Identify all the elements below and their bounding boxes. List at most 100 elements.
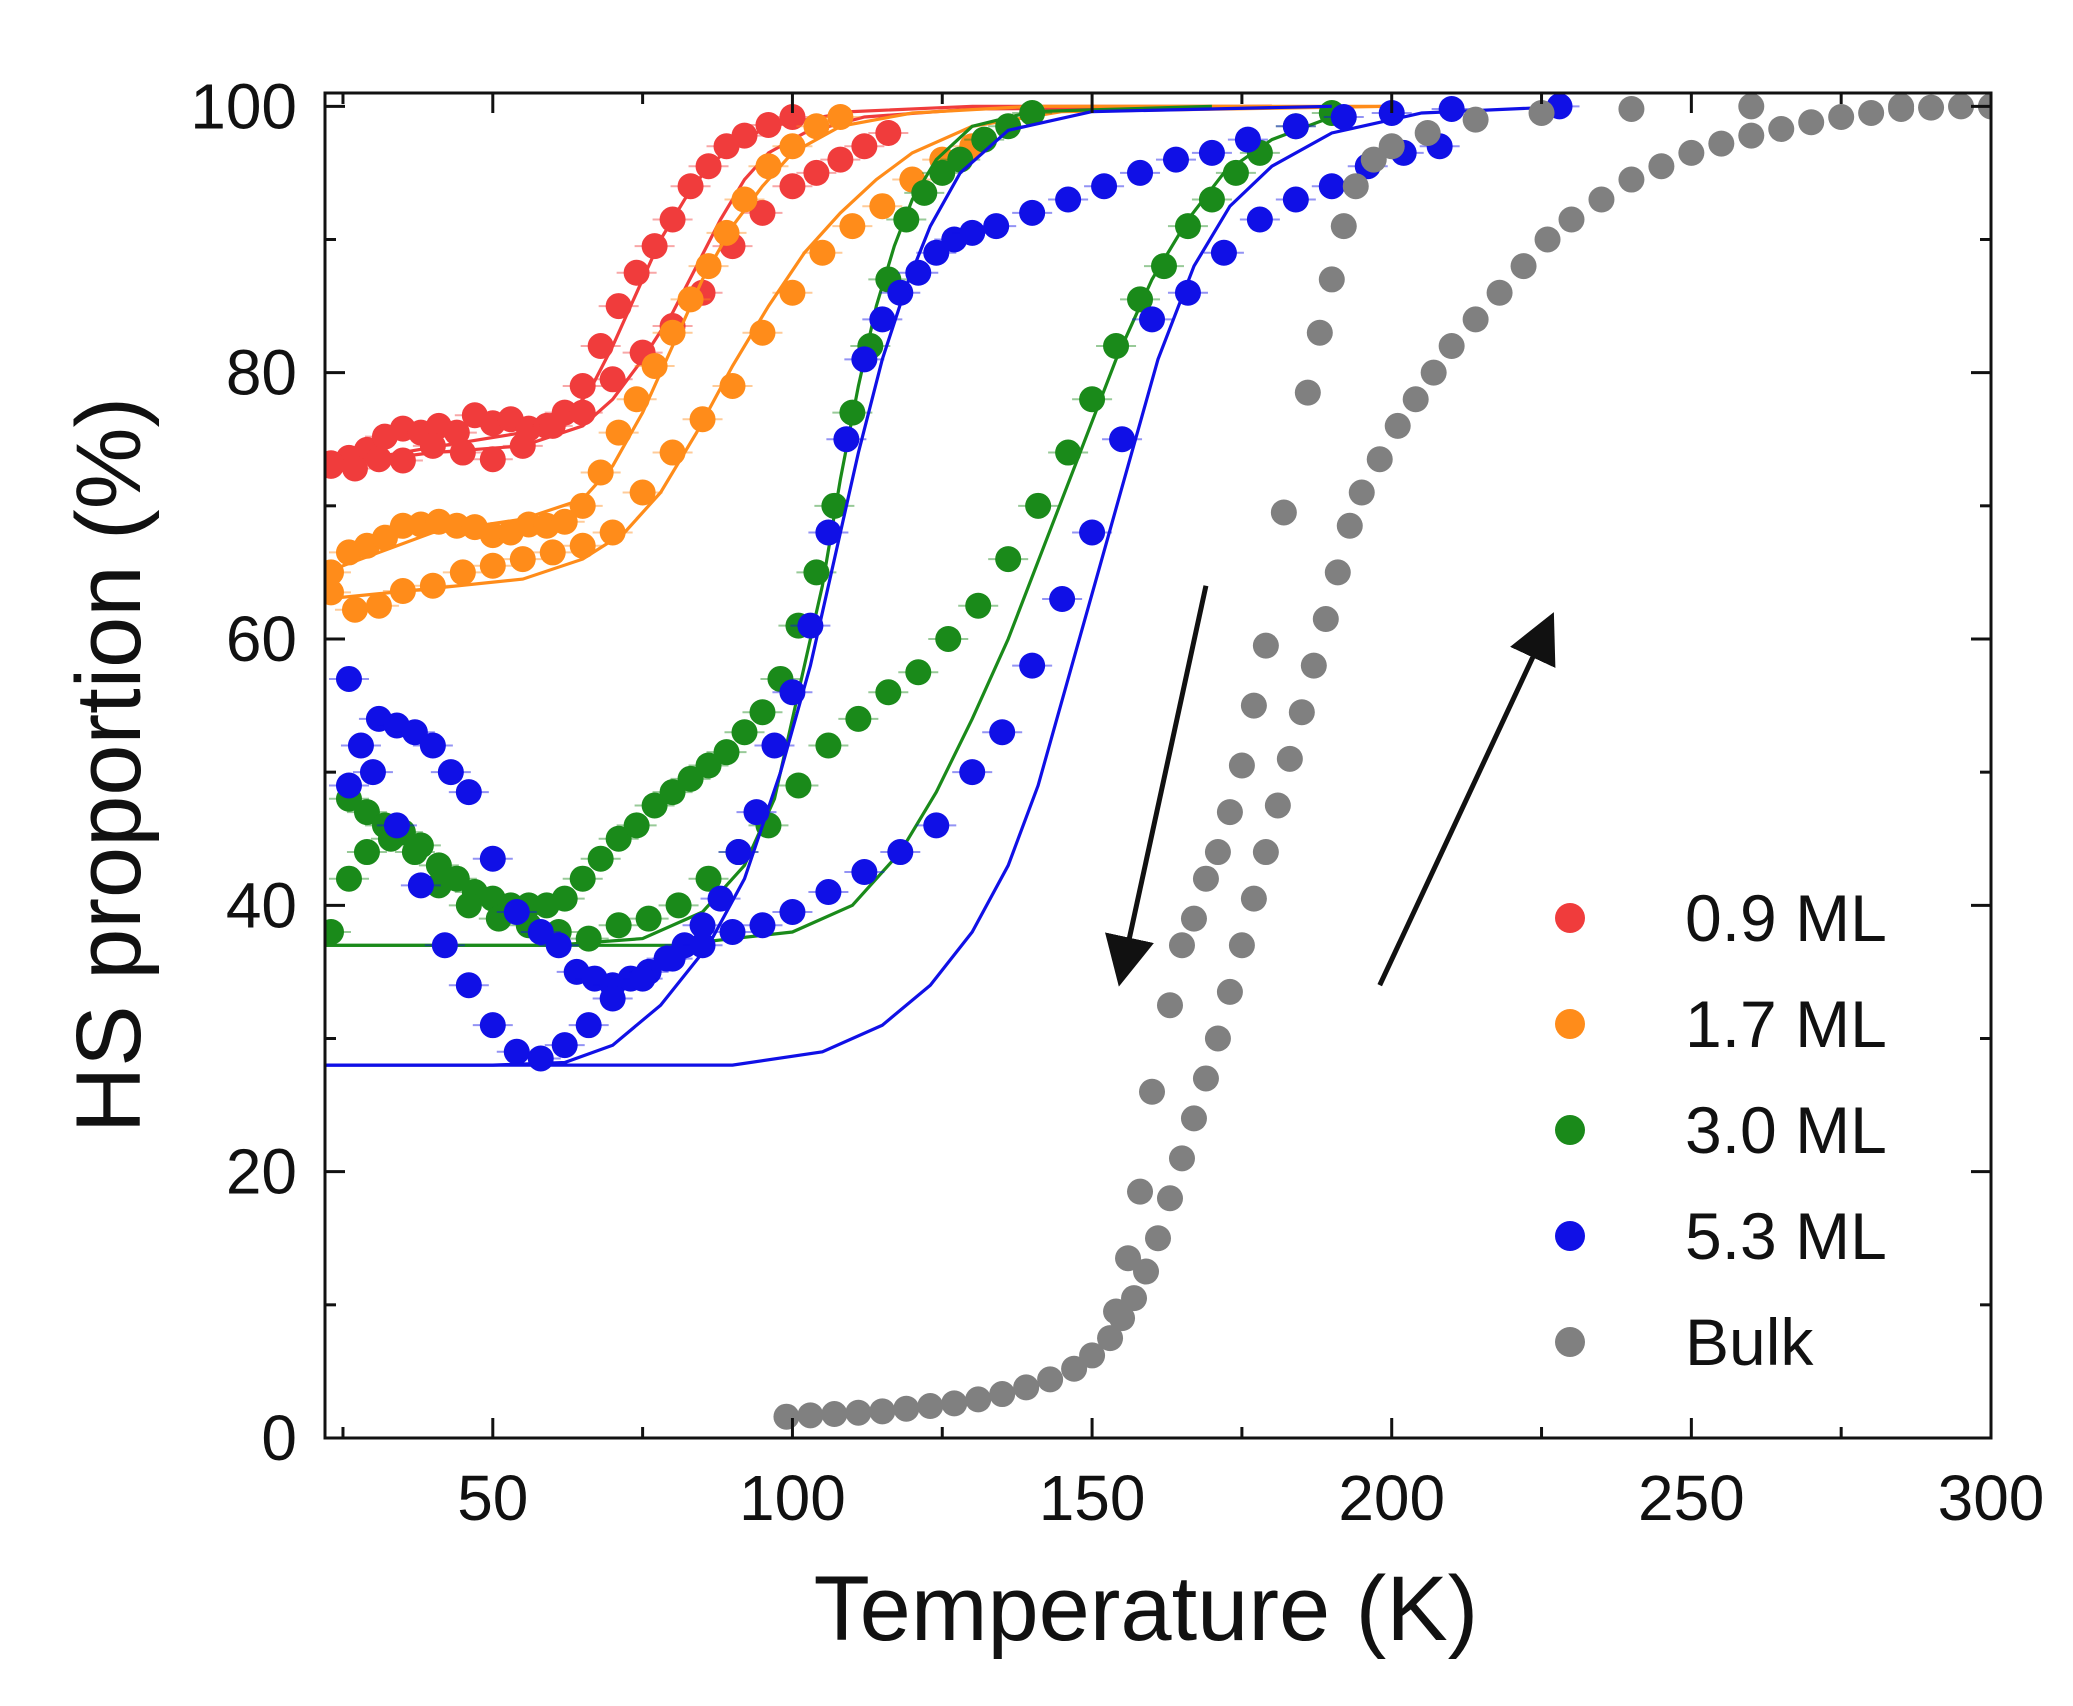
y-tick-label: 80 (226, 337, 297, 409)
data-point (983, 213, 1010, 240)
data-point (887, 839, 914, 866)
y-tick-label: 40 (226, 869, 297, 941)
data-point (893, 206, 920, 233)
legend-marker (1555, 903, 1585, 933)
data-point (539, 539, 566, 566)
data-point (1588, 186, 1615, 213)
data-point (713, 739, 740, 766)
data-point (1055, 186, 1082, 213)
legend-label: 3.0 ML (1685, 1093, 1887, 1167)
data-point (1402, 386, 1429, 413)
data-point (1192, 1065, 1219, 1092)
data-point (455, 892, 482, 919)
data-point (599, 366, 626, 393)
data-point (325, 918, 344, 945)
data-point (821, 492, 848, 519)
series-bulk (773, 93, 1991, 1430)
data-point (527, 918, 554, 945)
data-point (821, 1401, 848, 1428)
data-point (623, 812, 650, 839)
data-point (599, 985, 626, 1012)
data-point (325, 450, 344, 477)
data-point (353, 799, 380, 826)
x-tick-label: 300 (1938, 1462, 2045, 1534)
data-point (1240, 885, 1267, 912)
x-tick-label: 100 (739, 1462, 846, 1534)
data-point (1738, 93, 1765, 120)
data-point (569, 532, 596, 559)
data-point (1420, 359, 1447, 386)
data-point (1234, 126, 1261, 153)
data-point (1079, 1342, 1106, 1369)
data-point (575, 1012, 602, 1039)
data-point (1486, 279, 1513, 306)
data-point (1019, 652, 1046, 679)
data-point (665, 892, 692, 919)
data-point (1013, 1374, 1040, 1401)
data-point (419, 432, 446, 459)
y-axis: 0 20 40 60 80 100 (190, 70, 1991, 1474)
data-point (527, 1045, 554, 1072)
data-point (1079, 519, 1106, 546)
data-point (965, 592, 992, 619)
data-point (359, 759, 386, 786)
data-point (455, 972, 482, 999)
data-point (479, 552, 506, 579)
data-point (713, 219, 740, 246)
data-point (1192, 865, 1219, 892)
data-point (1318, 173, 1345, 200)
y-tick-label: 60 (226, 603, 297, 675)
data-point (1145, 1225, 1171, 1252)
data-point (659, 945, 686, 972)
data-point (845, 705, 872, 732)
data-point (1330, 213, 1357, 240)
data-point (827, 103, 854, 130)
data-point (743, 799, 770, 826)
x-tick-label: 50 (457, 1462, 528, 1534)
data-point (1139, 1078, 1166, 1105)
data-point (827, 146, 854, 173)
data-point (851, 133, 878, 160)
data-point (1708, 130, 1735, 157)
data-point (407, 872, 434, 899)
data-point (401, 719, 428, 746)
data-point (1252, 632, 1279, 659)
data-point (779, 279, 806, 306)
data-point (731, 122, 758, 149)
data-point (1025, 492, 1052, 519)
data-point (749, 699, 776, 726)
data-point (749, 319, 776, 346)
data-point (965, 1386, 992, 1413)
data-point (803, 113, 830, 140)
data-point (479, 845, 506, 872)
data-point (365, 446, 392, 473)
plot-frame (323, 91, 1993, 1440)
data-point (779, 898, 806, 925)
data-point (1648, 153, 1675, 180)
data-point (893, 1395, 920, 1422)
data-point (1109, 426, 1136, 453)
data-point (449, 559, 476, 586)
data-point (1127, 159, 1154, 186)
data-point (605, 912, 632, 939)
data-point (1216, 978, 1243, 1005)
data-point (449, 439, 476, 466)
series-5-3-ml (325, 93, 1580, 1072)
data-point (1288, 699, 1315, 726)
data-point (551, 885, 578, 912)
data-point (779, 679, 806, 706)
series-layer (325, 93, 1991, 1430)
data-point (455, 779, 482, 806)
data-point (401, 839, 428, 866)
data-point (1336, 512, 1363, 539)
data-point (1180, 905, 1207, 932)
data-point (1618, 95, 1645, 122)
data-point (1097, 1325, 1124, 1352)
data-point (569, 492, 596, 519)
data-point (719, 918, 746, 945)
data-point (623, 386, 650, 413)
data-point (1204, 1025, 1231, 1052)
data-point (731, 719, 758, 746)
data-point (1127, 1178, 1154, 1205)
data-point (869, 193, 896, 220)
